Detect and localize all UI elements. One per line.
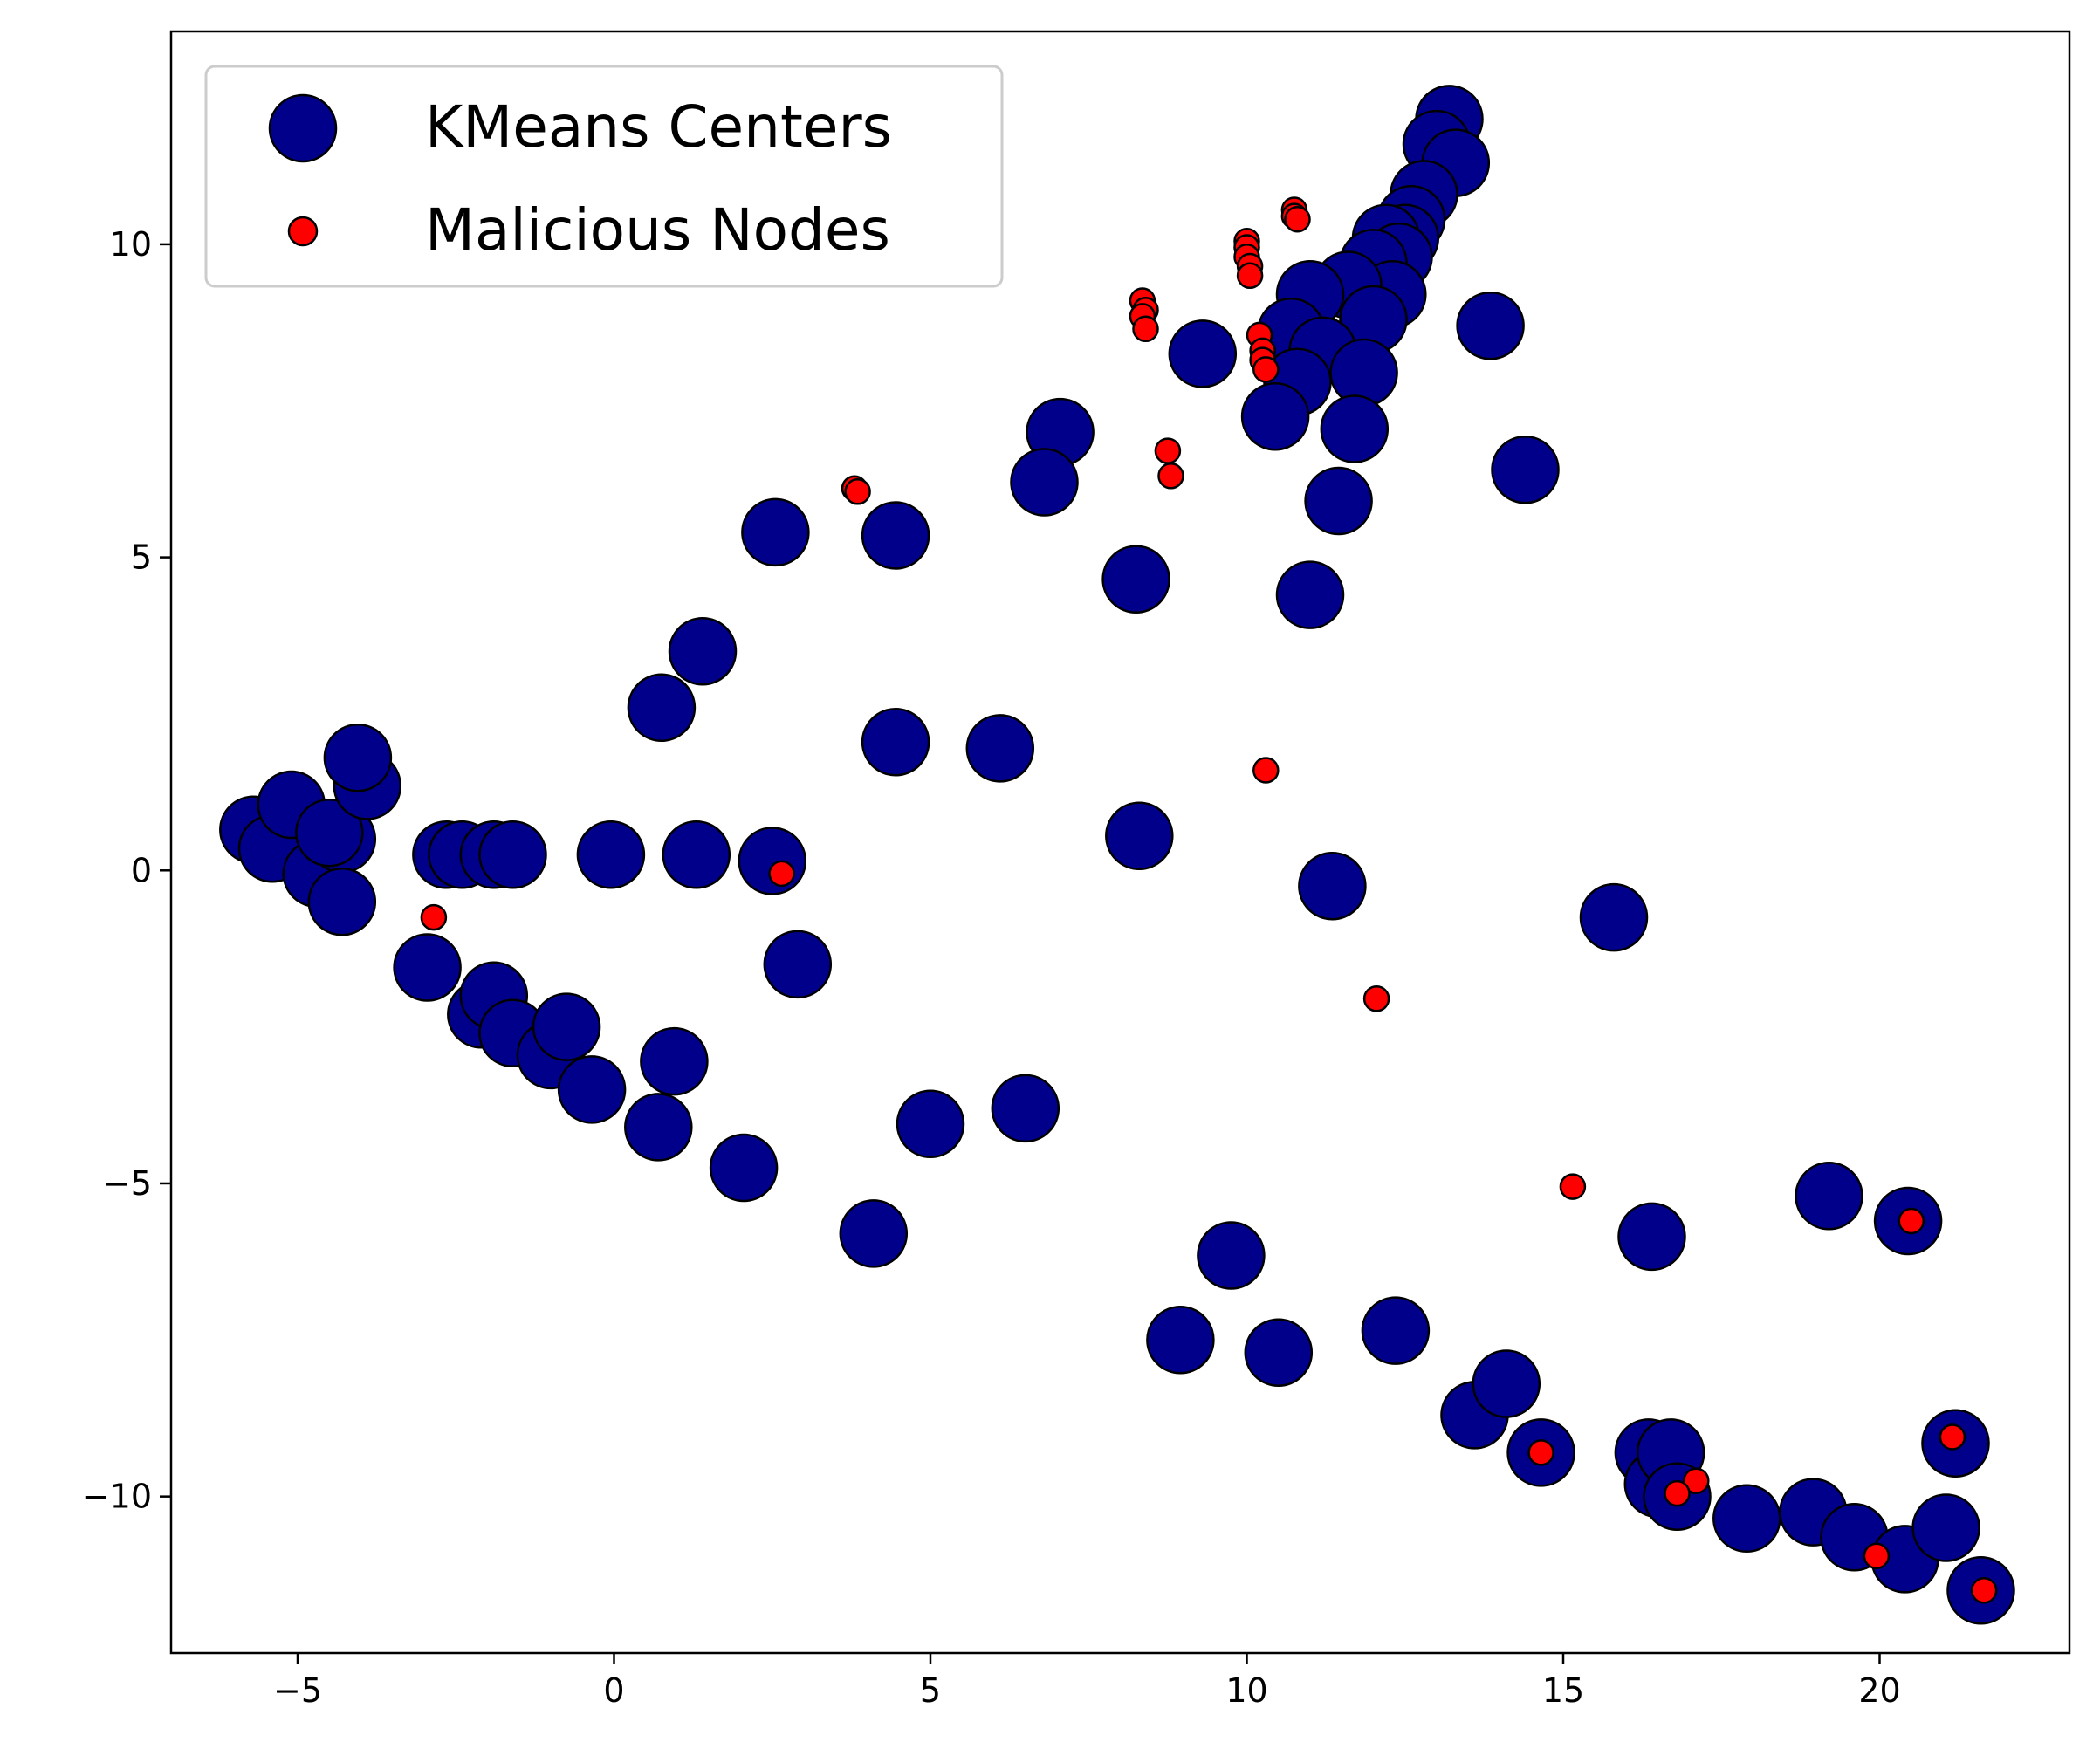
kmeans-center-point xyxy=(307,867,377,936)
kmeans-center-point xyxy=(662,820,731,889)
kmeans-center-point xyxy=(1146,1306,1215,1375)
kmeans-center-point xyxy=(896,1089,965,1159)
kmeans-center-point xyxy=(1101,545,1170,614)
y-axis: −10 −5 0 5 10 xyxy=(82,225,171,1516)
data-points xyxy=(219,85,2015,1625)
kmeans-center-point xyxy=(1168,319,1238,388)
kmeans-center-point xyxy=(1105,801,1174,871)
legend-label-malicious: Malicious Nodes xyxy=(425,196,890,264)
kmeans-center-point xyxy=(1712,1484,1781,1554)
kmeans-center-point xyxy=(1010,448,1079,517)
kmeans-center-point xyxy=(1197,1221,1266,1290)
kmeans-center-point xyxy=(393,933,462,1002)
kmeans-center-point xyxy=(709,1133,779,1203)
kmeans-center-point xyxy=(532,992,601,1061)
y-tick-label: 5 xyxy=(131,539,152,577)
kmeans-center-point xyxy=(861,501,930,570)
malicious-node-point xyxy=(1252,356,1280,383)
kmeans-center-point xyxy=(738,827,807,895)
malicious-node-point xyxy=(1664,1479,1691,1507)
y-tick-label: 0 xyxy=(131,851,152,889)
x-tick-label: 10 xyxy=(1225,1671,1267,1710)
kmeans-center-point xyxy=(323,723,393,792)
kmeans-center-point xyxy=(1579,882,1649,952)
kmeans-center-point xyxy=(1329,338,1398,408)
kmeans-center-point xyxy=(295,798,364,868)
kmeans-center-point xyxy=(991,1074,1060,1143)
plot-frame xyxy=(169,30,2071,1655)
kmeans-center-point xyxy=(1795,1162,1863,1231)
malicious-node-point xyxy=(1132,315,1159,343)
kmeans-center-point xyxy=(1472,1349,1541,1418)
x-tick-label: 15 xyxy=(1542,1671,1584,1710)
y-tick-label: −10 xyxy=(82,1478,152,1516)
malicious-node-point xyxy=(1939,1423,1966,1451)
kmeans-center-point xyxy=(1491,435,1560,504)
y-tick-label: 10 xyxy=(110,225,152,264)
kmeans-center-point xyxy=(1298,851,1367,921)
malicious-node-point xyxy=(1284,205,1311,233)
kmeans-center-point xyxy=(1361,1296,1431,1365)
malicious-node-point xyxy=(1863,1542,1891,1570)
malicious-node-point xyxy=(1154,437,1182,464)
malicious-node-point xyxy=(1362,985,1390,1012)
malicious-node-point xyxy=(768,860,795,888)
kmeans-center-point xyxy=(627,673,697,743)
legend-marker-malicious xyxy=(287,216,319,247)
x-tick-label: 0 xyxy=(603,1671,624,1710)
legend-marker-kmeans xyxy=(268,93,338,163)
malicious-node-point xyxy=(1559,1173,1587,1200)
kmeans-center-point xyxy=(839,1199,909,1268)
x-tick-label: 20 xyxy=(1858,1671,1900,1710)
kmeans-center-point xyxy=(763,930,833,999)
kmeans-center-point xyxy=(478,820,547,889)
kmeans-center-point xyxy=(1240,381,1310,451)
x-tick-label: −5 xyxy=(273,1671,322,1710)
kmeans-center-point xyxy=(1304,466,1373,536)
malicious-node-point xyxy=(1157,463,1184,490)
x-axis: −5 0 5 10 15 20 xyxy=(273,1653,1901,1710)
malicious-node-point xyxy=(1252,757,1280,784)
kmeans-center-point xyxy=(741,497,810,567)
kmeans-center-point xyxy=(576,820,646,889)
kmeans-center-point xyxy=(861,707,930,777)
kmeans-center-point xyxy=(1456,291,1525,360)
malicious-node-point xyxy=(1236,262,1264,290)
kmeans-center-point xyxy=(1911,1493,1980,1562)
legend-label-kmeans: KMeans Centers xyxy=(425,93,892,161)
malicious-node-point xyxy=(420,903,448,931)
kmeans-center-point xyxy=(1244,1318,1314,1387)
malicious-node-point xyxy=(1970,1577,1998,1604)
legend: KMeans Centers Malicious Nodes xyxy=(204,65,1004,288)
malicious-node-point xyxy=(844,478,871,505)
malicious-node-point xyxy=(1683,1467,1710,1494)
y-tick-label: −5 xyxy=(103,1164,152,1203)
kmeans-center-point xyxy=(1320,394,1390,463)
kmeans-center-point xyxy=(640,1026,709,1096)
kmeans-center-point xyxy=(1617,1202,1686,1272)
kmeans-center-point xyxy=(1275,560,1345,629)
kmeans-center-point xyxy=(624,1093,693,1162)
malicious-node-point xyxy=(1527,1439,1554,1466)
x-tick-label: 5 xyxy=(920,1671,941,1710)
kmeans-center-point xyxy=(668,616,738,686)
kmeans-center-point xyxy=(557,1055,627,1124)
legend-box xyxy=(204,65,1004,288)
malicious-node-point xyxy=(1898,1207,1925,1235)
kmeans-center-point xyxy=(965,714,1035,783)
